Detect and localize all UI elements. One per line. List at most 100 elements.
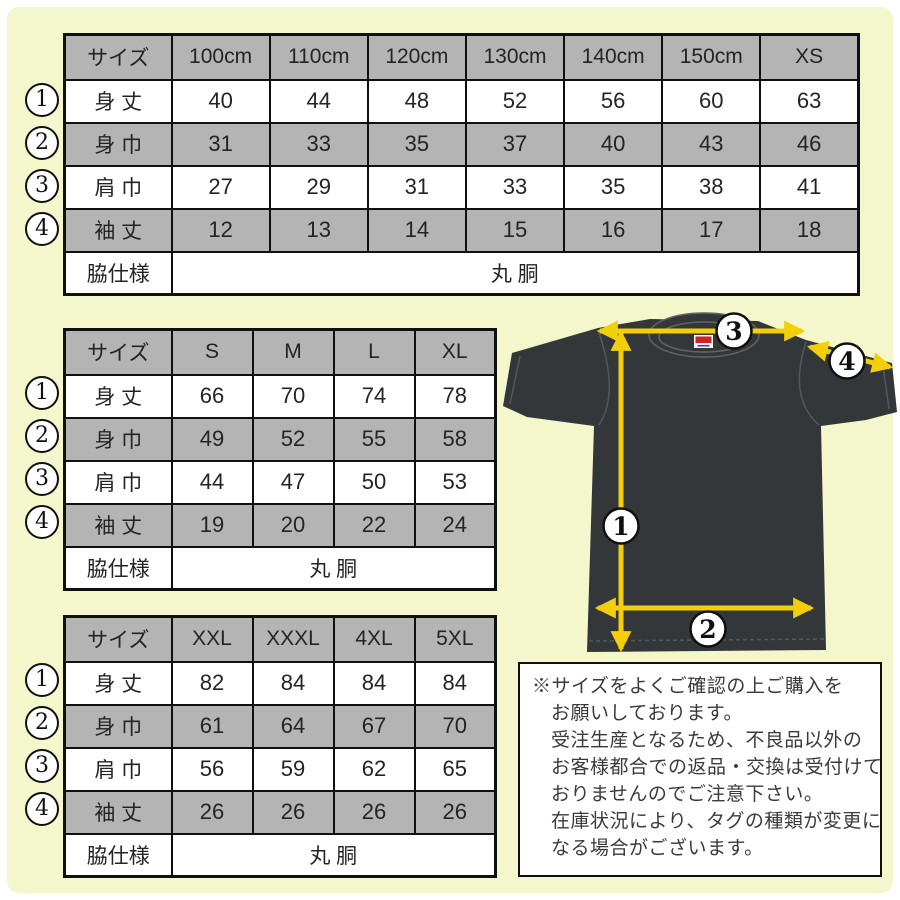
- notice-line: お願いしております。: [551, 703, 743, 724]
- measure-value-cell: 41: [759, 164, 860, 210]
- measure-value-cell: 82: [170, 660, 254, 706]
- row-marker-4: 4: [25, 505, 59, 539]
- measure-label-cell: 袖 丈: [63, 789, 173, 835]
- measure-row: 袖 丈 19 20 22 24: [63, 502, 497, 548]
- side-spec-row: 脇仕様丸 胴: [63, 832, 497, 878]
- measure-value-cell: 56: [170, 746, 254, 792]
- measure-value-cell: 16: [563, 207, 664, 253]
- measure-value-cell: 26: [332, 789, 416, 835]
- row-marker-2: 2: [25, 126, 59, 160]
- measure-value-cell: 70: [251, 373, 335, 419]
- measure-value-cell: 59: [251, 746, 335, 792]
- measure-row: 肩 巾 44 47 50 53: [63, 459, 497, 505]
- size-column-header: 120cm: [366, 33, 467, 81]
- measure-value-cell: 44: [268, 78, 369, 124]
- kids-size-table: サイズ 100cm 110cm 120cm 130cm 140cm 150cm XS 身 丈 40…: [63, 33, 860, 296]
- measure-value-cell: 31: [170, 121, 271, 167]
- measure-row: 肩 巾 56 59 62 65: [63, 746, 497, 792]
- measure-row: 身 巾 49 52 55 58: [63, 416, 497, 462]
- tshirt-shape: [503, 319, 897, 652]
- measure-value-cell: 14: [366, 207, 467, 253]
- measure-value-cell: 38: [661, 164, 762, 210]
- measure-value-cell: 15: [464, 207, 566, 253]
- notice-line: なる場合がございます。: [551, 838, 764, 859]
- measure-row: 身 丈 66 70 74 78: [63, 373, 497, 419]
- size-header-row: サイズ 100cm 110cm 120cm 130cm 140cm 150cm XS: [63, 33, 860, 81]
- measure-value-cell: 40: [170, 78, 271, 124]
- diagram-marker-4: 4: [828, 342, 866, 380]
- measure-value-cell: 43: [661, 121, 762, 167]
- measure-value-cell: 53: [413, 459, 497, 505]
- measure-value-cell: 74: [332, 373, 416, 419]
- size-column-header: M: [251, 328, 335, 376]
- measure-value-cell: 26: [251, 789, 335, 835]
- measure-value-cell: 56: [563, 78, 664, 124]
- row-marker-2: 2: [25, 706, 59, 740]
- measure-value-cell: 35: [563, 164, 664, 210]
- size-label-header: サイズ: [63, 33, 173, 81]
- measure-label-cell: 肩 巾: [63, 746, 173, 792]
- measure-value-cell: 13: [268, 207, 369, 253]
- purchase-notice-box: ※サイズをよくご確認の上ご購入を お願いしております。 受注生産となるため、不良…: [518, 662, 882, 877]
- row-marker-2: 2: [25, 419, 59, 453]
- measure-value-cell: 18: [759, 207, 860, 253]
- row-marker-1: 1: [25, 376, 59, 410]
- size-column-header: XXXL: [251, 615, 335, 663]
- measure-value-cell: 58: [413, 416, 497, 462]
- size-label-header: サイズ: [63, 328, 173, 376]
- notice-line: ※サイズをよくご確認の上ご購入を: [532, 676, 844, 697]
- notice-line: お客様都合での返品・交換は受付けて: [551, 757, 883, 778]
- side-spec-value-cell: 丸 胴: [170, 545, 497, 591]
- size-column-header: XS: [759, 33, 860, 81]
- measure-row: 身 丈 40 44 48 52 56 60 63: [63, 78, 860, 124]
- measure-value-cell: 12: [170, 207, 271, 253]
- size-column-header: L: [332, 328, 416, 376]
- measure-value-cell: 22: [332, 502, 416, 548]
- row-marker-4: 4: [25, 212, 59, 246]
- svg-text:3: 3: [725, 317, 742, 346]
- measure-label-cell: 肩 巾: [63, 164, 173, 210]
- measure-label-cell: 身 丈: [63, 373, 173, 419]
- diagram-marker-1: 1: [602, 507, 640, 545]
- measure-value-cell: 49: [170, 416, 254, 462]
- notice-line: 受注生産となるため、不良品以外の: [551, 730, 863, 751]
- measure-value-cell: 60: [661, 78, 762, 124]
- size-column-header: S: [170, 328, 254, 376]
- brand-tag-logo: [695, 336, 712, 343]
- size-column-header: 110cm: [268, 33, 369, 81]
- measure-value-cell: 27: [170, 164, 271, 210]
- measure-value-cell: 26: [170, 789, 254, 835]
- measure-value-cell: 37: [464, 121, 566, 167]
- measure-label-cell: 肩 巾: [63, 459, 173, 505]
- size-column-header: 140cm: [563, 33, 664, 81]
- row-marker-3: 3: [25, 462, 59, 496]
- left-sleeve-stitch: [509, 355, 521, 405]
- measure-value-cell: 70: [413, 703, 497, 749]
- measure-row: 身 丈 82 84 84 84: [63, 660, 497, 706]
- size-label-header: サイズ: [63, 615, 173, 663]
- measure-value-cell: 52: [251, 416, 335, 462]
- measure-value-cell: 62: [332, 746, 416, 792]
- size-column-header: 130cm: [464, 33, 566, 81]
- measure-value-cell: 63: [759, 78, 860, 124]
- measure-value-cell: 65: [413, 746, 497, 792]
- size-column-header: 150cm: [661, 33, 762, 81]
- measure-value-cell: 66: [170, 373, 254, 419]
- measure-label-cell: 袖 丈: [63, 502, 173, 548]
- row-marker-3: 3: [25, 749, 59, 783]
- measure-value-cell: 55: [332, 416, 416, 462]
- measure-value-cell: 20: [251, 502, 335, 548]
- measure-value-cell: 50: [332, 459, 416, 505]
- notice-line: おりませんのでご注意下さい。: [551, 784, 824, 805]
- measure-value-cell: 26: [413, 789, 497, 835]
- measure-value-cell: 48: [366, 78, 467, 124]
- measure-value-cell: 52: [464, 78, 566, 124]
- size-column-header: 5XL: [413, 615, 497, 663]
- measure-label-cell: 身 巾: [63, 703, 173, 749]
- row-marker-4: 4: [25, 792, 59, 826]
- measure-row: 身 巾 61 64 67 70: [63, 703, 497, 749]
- diagram-marker-2: 2: [689, 610, 727, 648]
- side-spec-label-cell: 脇仕様: [63, 832, 173, 878]
- measure-value-cell: 61: [170, 703, 254, 749]
- size-header-row: サイズ XXL XXXL 4XL 5XL: [63, 615, 497, 663]
